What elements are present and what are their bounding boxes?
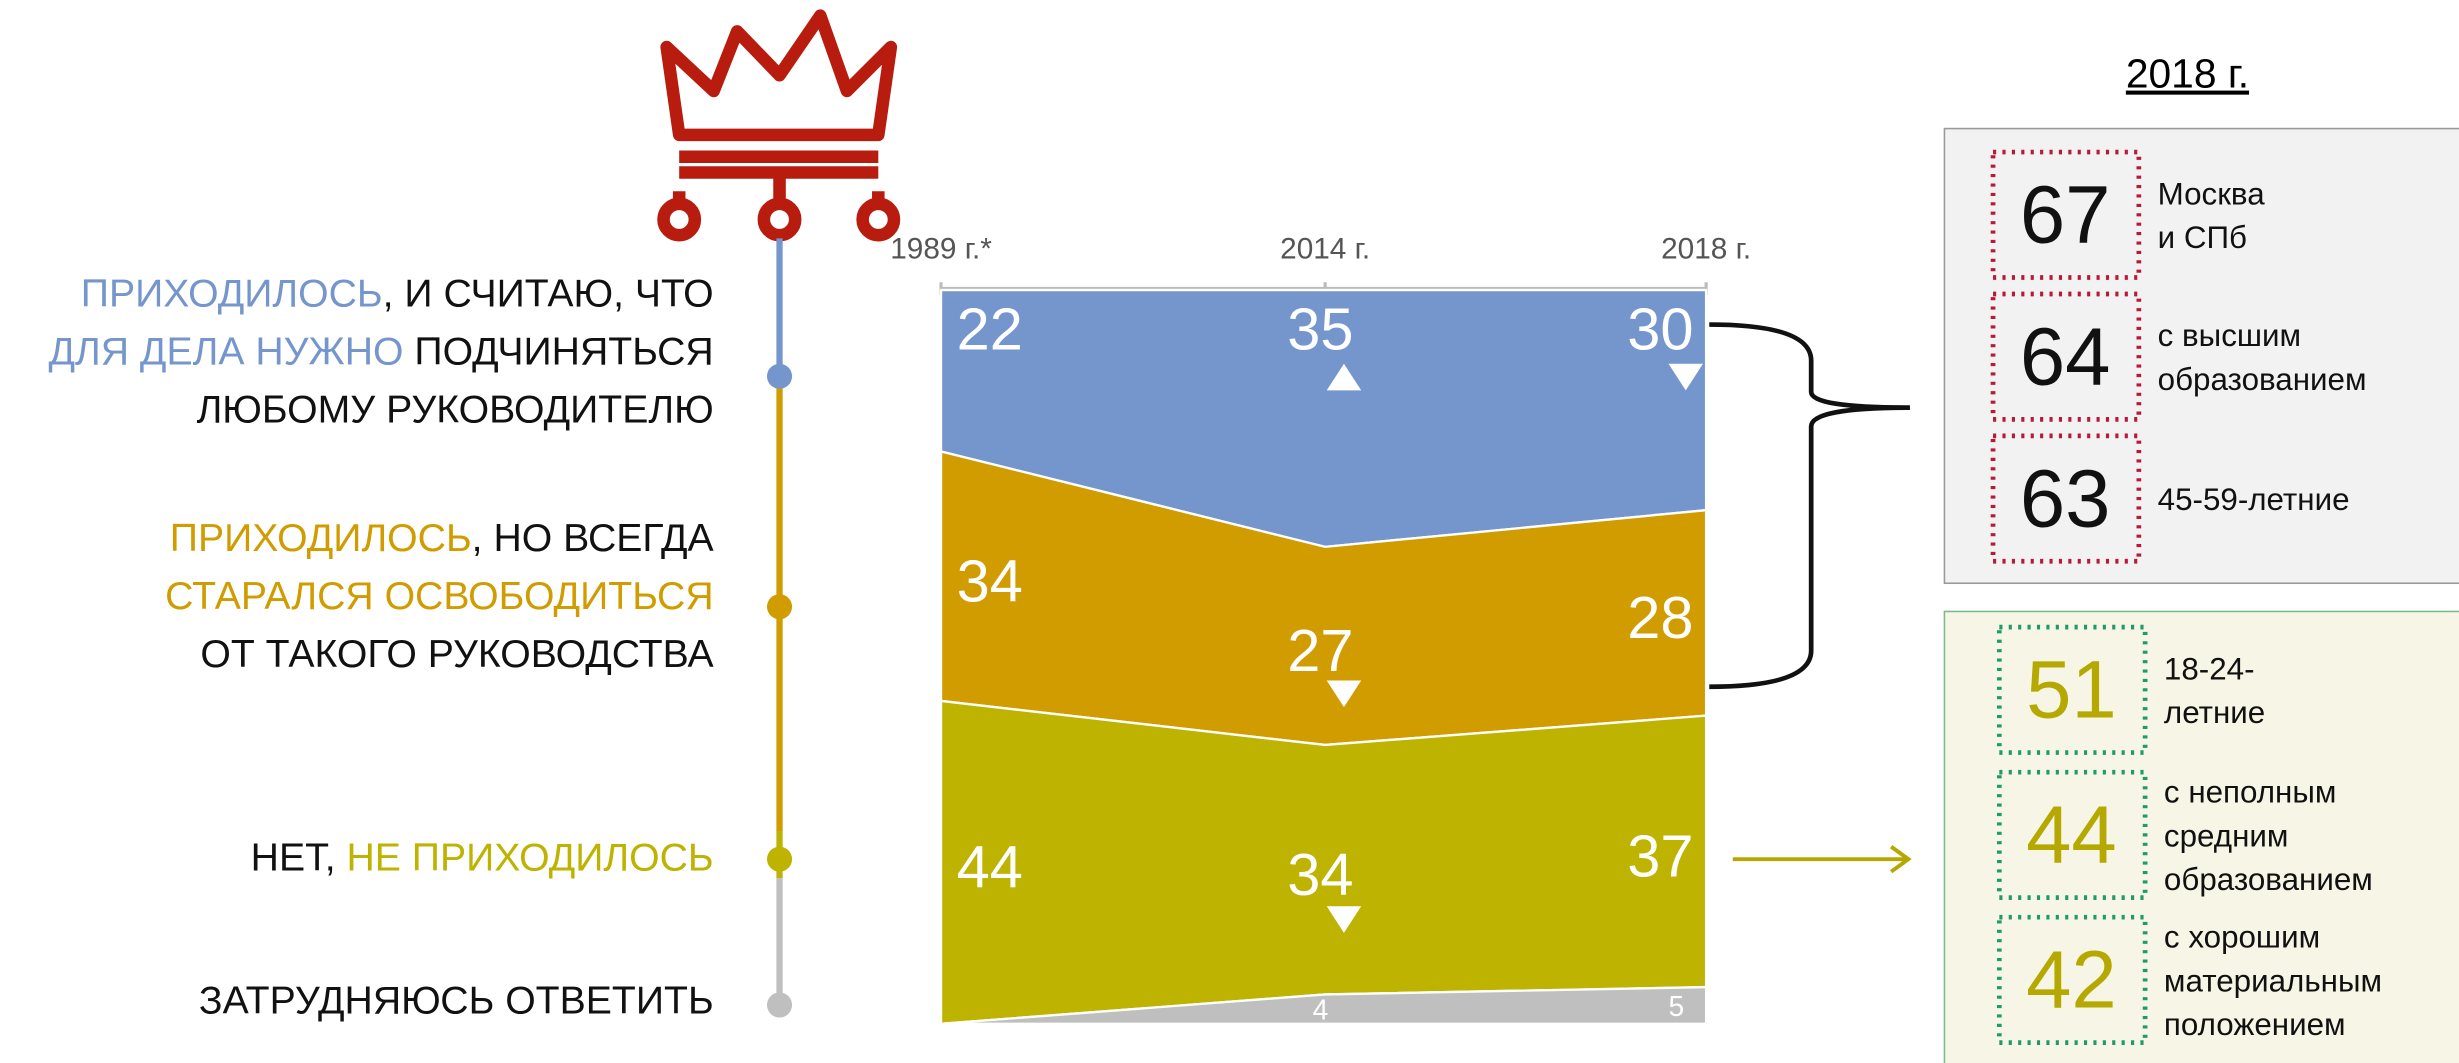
value-caption: с высшим xyxy=(2158,318,2301,353)
legend-label: ЗАТРУДНЯЮСЬ ОТВЕТИТЬ xyxy=(199,980,714,1023)
legend-label: ПРИХОДИЛОСЬ, И СЧИТАЮ, ЧТО xyxy=(81,273,714,316)
legend-text: ПРИХОДИЛОСЬ xyxy=(170,517,472,560)
legend-label: СТАРАЛСЯ ОСВОБОДИТЬСЯ xyxy=(165,575,714,618)
legend-label: ЛЮБОМУ РУКОВОДИТЕЛЮ xyxy=(197,389,714,432)
sidebar-title: 2018 г. xyxy=(2126,51,2249,97)
crown-icon xyxy=(657,9,901,242)
value: 64 xyxy=(2020,311,2111,402)
x-tick-label: 1989 г.* xyxy=(890,233,992,266)
data-label: 5 xyxy=(1668,990,1684,1022)
data-label: 35 xyxy=(1287,296,1353,363)
value-caption: средним xyxy=(2164,818,2289,853)
value: 44 xyxy=(2026,790,2117,881)
legend-text: ЛЮБОМУ РУКОВОДИТЕЛЮ xyxy=(197,389,714,432)
data-label: 30 xyxy=(1627,296,1693,363)
legend-dot xyxy=(766,846,793,872)
value-caption: образованием xyxy=(2158,362,2367,397)
value: 42 xyxy=(2026,935,2117,1026)
legend-dot xyxy=(766,992,793,1018)
value-caption: положением xyxy=(2164,1007,2346,1042)
legend-text: , НО ВСЕГДА xyxy=(472,517,715,560)
legend-text: ПРИХОДИЛОСЬ xyxy=(81,273,383,316)
data-label: 37 xyxy=(1627,823,1693,890)
value-box xyxy=(1996,914,2148,1045)
value: 67 xyxy=(2020,170,2111,261)
legend-dot xyxy=(766,363,793,389)
data-label: 44 xyxy=(957,834,1023,901)
legend-label: ПРИХОДИЛОСЬ, НО ВСЕГДА xyxy=(170,517,715,560)
data-label: 34 xyxy=(1287,841,1353,908)
trend-marker xyxy=(1668,363,1703,391)
value-caption: Москва xyxy=(2158,176,2266,211)
legend-text: ОТ ТАКОГО РУКОВОДСТВА xyxy=(200,633,714,676)
value-caption: образованием xyxy=(2164,862,2373,897)
legend-text: ДЛЯ ДЕЛА НУЖНО xyxy=(48,331,403,374)
value-caption: и СПб xyxy=(2158,220,2247,255)
legend-text: ПОДЧИНЯТЬСЯ xyxy=(404,331,714,374)
value-box xyxy=(1996,769,2148,900)
value: 63 xyxy=(2020,453,2111,544)
value-caption: с хорошим xyxy=(2164,919,2320,954)
data-label: 4 xyxy=(1313,994,1329,1026)
legend-text: СТАРАЛСЯ ОСВОБОДИТЬСЯ xyxy=(165,575,714,618)
data-label: 28 xyxy=(1627,584,1693,651)
legend-text: ЗАТРУДНЯЮСЬ ОТВЕТИТЬ xyxy=(199,980,714,1023)
legend-label: ДЛЯ ДЕЛА НУЖНО ПОДЧИНЯТЬСЯ xyxy=(48,331,713,374)
area xyxy=(940,985,1708,1025)
data-label: 22 xyxy=(957,296,1023,363)
legend-text: , И СЧИТАЮ, ЧТО xyxy=(383,273,714,316)
value-caption: с неполным xyxy=(2164,774,2337,809)
trend-marker xyxy=(1326,363,1362,391)
value-box xyxy=(1990,291,2142,422)
value: 51 xyxy=(2026,645,2117,736)
value-caption: летние xyxy=(2164,695,2265,730)
legend-label: ОТ ТАКОГО РУКОВОДСТВА xyxy=(200,633,714,676)
legend-text: НЕТ, xyxy=(251,837,347,880)
bracket xyxy=(1709,322,1910,690)
value-box xyxy=(1990,433,2142,564)
trend-marker xyxy=(1326,680,1362,708)
value-box xyxy=(1990,149,2142,280)
legend-text: НЕ ПРИХОДИЛОСЬ xyxy=(346,837,713,880)
arrow xyxy=(1732,845,1912,874)
panel xyxy=(1943,127,2459,585)
value-caption: 45-59-летние xyxy=(2158,482,2350,517)
trend-marker xyxy=(1326,906,1362,933)
legend-label: НЕТ, НЕ ПРИХОДИЛОСЬ xyxy=(251,837,714,880)
value-caption: 18-24- xyxy=(2164,651,2255,686)
x-tick-label: 2014 г. xyxy=(1280,233,1370,266)
data-label: 27 xyxy=(1287,617,1353,684)
value-box xyxy=(1996,624,2148,755)
value-caption: материальным xyxy=(2164,963,2382,998)
data-label: 34 xyxy=(957,547,1023,614)
panel xyxy=(1943,610,2459,1063)
x-tick-label: 2018 г. xyxy=(1661,233,1751,266)
legend-dot xyxy=(766,594,793,620)
